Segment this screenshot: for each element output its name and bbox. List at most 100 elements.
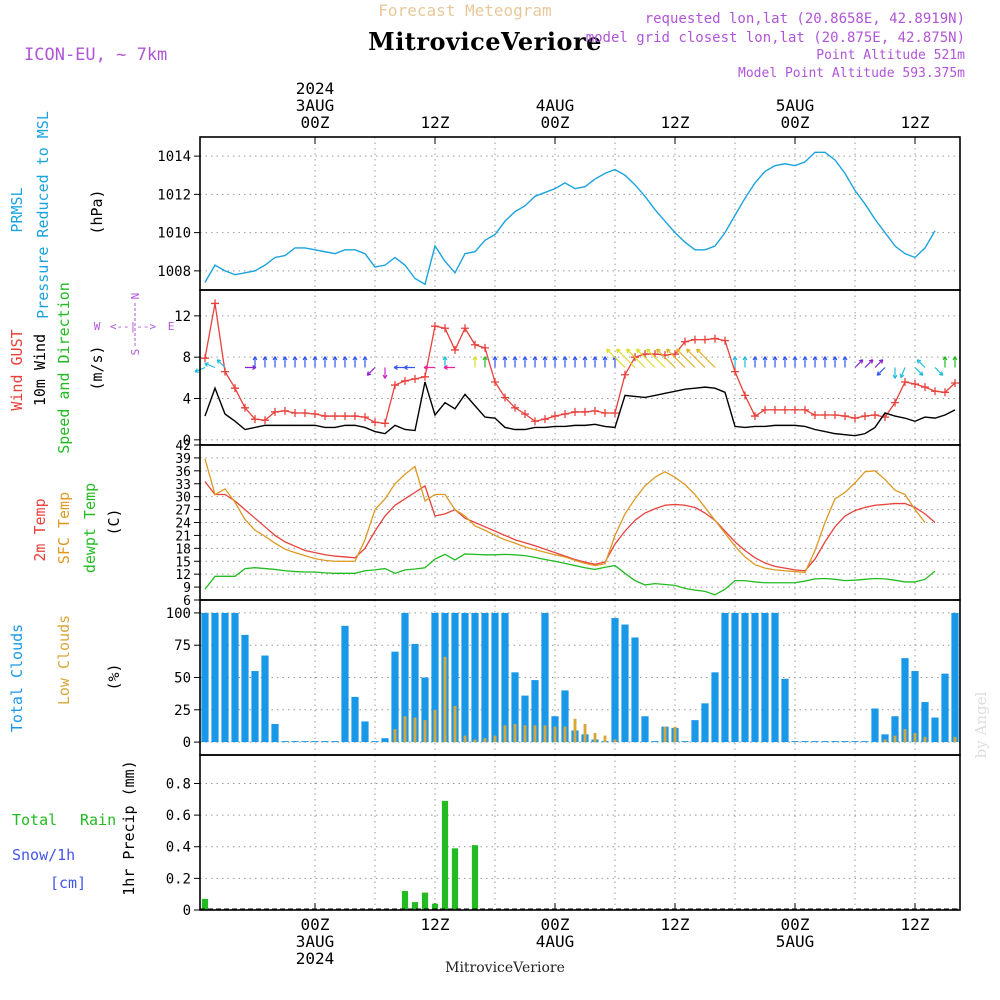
time-label: 5AUG	[776, 96, 815, 115]
y-tick-label: 33	[175, 478, 191, 493]
gust-point	[841, 412, 849, 421]
total-cloud-bar	[411, 643, 419, 743]
gust-point	[941, 388, 949, 397]
total-cloud-bar	[301, 741, 309, 743]
low-cloud-bar	[483, 738, 487, 743]
total-cloud-bar	[771, 612, 779, 743]
low-cloud-bar	[473, 739, 477, 743]
panel-0-grid: 1008 1010 1012 1014	[157, 137, 960, 290]
y-tick-label: 50	[174, 671, 191, 687]
total-cloud-bar	[531, 680, 539, 743]
gust-point	[411, 374, 419, 383]
time-label: 3AUG	[296, 96, 335, 115]
wind-direction-arrow	[676, 348, 696, 368]
total-cloud-bar	[821, 741, 829, 743]
gust-point	[821, 411, 829, 420]
wind-direction-arrow	[282, 356, 288, 368]
wind-direction-arrow	[393, 365, 405, 370]
wind-direction-arrow	[245, 365, 257, 370]
total-cloud-bar	[801, 741, 809, 743]
wind-direction-arrow	[482, 356, 488, 368]
total-cloud-bar	[561, 690, 569, 743]
rain-bar	[471, 845, 479, 910]
gust-point	[481, 343, 489, 352]
gust-point	[951, 379, 959, 387]
y-tick-label: 9	[183, 581, 191, 596]
wind-direction-arrow	[656, 348, 676, 368]
total-cloud-bar	[471, 612, 479, 743]
y-tick-label: 1014	[157, 149, 191, 165]
total-cloud-bar	[491, 612, 499, 743]
wind-direction-arrow	[646, 348, 666, 368]
y-tick-label: 0.2	[166, 871, 191, 887]
low-cloud-bar	[603, 735, 607, 743]
gust-point	[361, 413, 369, 422]
wind-direction-arrow	[616, 348, 636, 368]
panel-frame	[199, 136, 961, 291]
time-label: 00Z	[301, 915, 330, 934]
wind-direction-arrow	[742, 356, 748, 368]
low-cloud-bar	[523, 725, 527, 743]
total-cloud-bar	[701, 703, 709, 743]
total-cloud-bar	[691, 720, 699, 743]
gust-point	[291, 408, 299, 417]
wind-direction-arrow	[492, 356, 498, 368]
total-cloud-bar	[251, 671, 259, 743]
low-cloud-bar	[903, 729, 907, 743]
gust-point	[401, 376, 409, 385]
precip-unit: 1hr Precip (mm)	[120, 760, 138, 895]
wind-direction-arrow	[322, 356, 328, 368]
total-cloud-bar	[841, 741, 849, 743]
wind-direction-arrow	[602, 356, 608, 368]
time-label: 12Z	[901, 113, 930, 132]
dewpoint-line	[204, 553, 936, 596]
requested-coords: requested lon,lat (20.8658E, 42.8919N)	[645, 11, 965, 27]
gust-point	[901, 377, 909, 386]
pressure-unit: (hPa)	[88, 189, 106, 234]
total-cloud-bar	[311, 741, 319, 743]
panel-frame	[199, 289, 961, 446]
gust-point	[301, 408, 309, 417]
total-cloud-bar	[241, 634, 249, 743]
time-label: 5AUG	[776, 932, 815, 951]
total-cloud-bar	[931, 717, 939, 743]
pressure-line	[204, 151, 936, 286]
total-cloud-bar	[911, 671, 919, 743]
wind-direction-arrow	[522, 356, 528, 368]
total-cloud-bar	[721, 612, 729, 743]
low-cloud-bar	[443, 656, 447, 743]
closest-coords: model grid closest lon,lat (20.875E, 42.…	[586, 30, 965, 46]
wind-direction-arrow	[272, 356, 278, 368]
gust-point	[271, 407, 279, 416]
gust-point	[741, 391, 749, 400]
total-cloud-bar	[831, 741, 839, 743]
total-cloud-bar	[781, 678, 789, 743]
low-cloud-bar	[663, 726, 667, 743]
gust-point	[701, 335, 709, 344]
wind-direction-arrow	[502, 356, 508, 368]
time-label: 12Z	[661, 915, 690, 934]
wind-direction-arrow	[914, 367, 924, 376]
total-cloud-bar	[871, 708, 879, 743]
time-label: 00Z	[541, 915, 570, 934]
total-cloud-bar	[421, 677, 429, 743]
low-cloud-bar	[673, 726, 677, 743]
rain-bar	[431, 903, 439, 910]
y-tick-label: 42	[175, 439, 191, 454]
wind-direction-arrow	[562, 356, 568, 368]
total-cloud-bar	[511, 672, 519, 743]
gust-point	[731, 367, 739, 376]
wind-direction-arrow	[942, 356, 948, 368]
gust-point	[851, 414, 859, 423]
low-cloud-bar	[403, 716, 407, 743]
gust-point	[431, 322, 439, 331]
gust-point	[761, 405, 769, 414]
model-altitude: Model Point Altitude 593.375m	[738, 66, 965, 81]
y-tick-label: 0	[183, 433, 191, 449]
wind-direction-arrow	[876, 367, 886, 376]
wind-direction-arrow	[512, 356, 518, 368]
wind-unit: (m/s)	[88, 345, 106, 390]
gust-point	[791, 405, 799, 414]
gust-point	[531, 417, 539, 426]
wind-direction-arrow	[312, 356, 318, 368]
